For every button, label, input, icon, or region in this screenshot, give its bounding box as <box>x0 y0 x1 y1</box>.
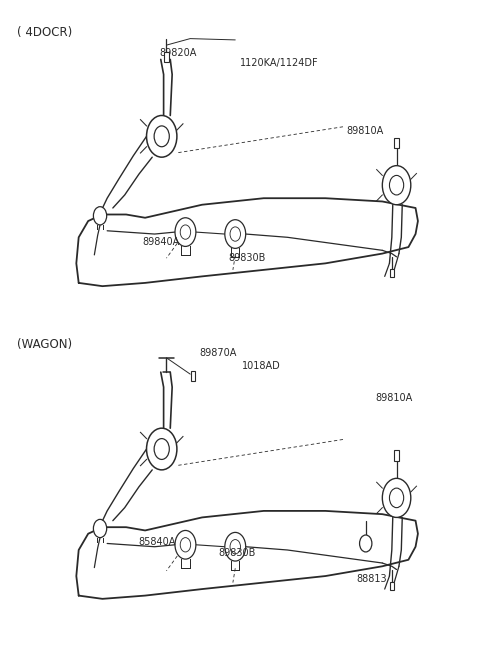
Text: 85840A: 85840A <box>138 537 175 547</box>
Text: 89870A: 89870A <box>200 348 237 358</box>
Bar <box>394 137 399 148</box>
Text: 89830B: 89830B <box>228 254 265 263</box>
Circle shape <box>383 478 411 518</box>
Circle shape <box>383 166 411 205</box>
Text: 1018AD: 1018AD <box>242 361 281 371</box>
Circle shape <box>146 116 177 157</box>
Bar <box>390 582 394 590</box>
Text: 1120KA/1124DF: 1120KA/1124DF <box>240 58 319 68</box>
Text: 89810A: 89810A <box>347 126 384 136</box>
Circle shape <box>175 530 196 559</box>
Text: (WAGON): (WAGON) <box>17 338 72 351</box>
Circle shape <box>360 535 372 552</box>
Text: ( 4DOCR): ( 4DOCR) <box>17 26 72 39</box>
Text: 89830B: 89830B <box>219 548 256 558</box>
Bar <box>394 450 399 461</box>
Circle shape <box>94 520 107 537</box>
Bar <box>390 269 394 277</box>
Bar <box>164 52 169 62</box>
Text: 89840A: 89840A <box>143 237 180 247</box>
Circle shape <box>94 207 107 225</box>
Text: 89820A: 89820A <box>159 48 197 58</box>
Text: 89810A: 89810A <box>375 394 412 403</box>
Circle shape <box>225 532 246 561</box>
Text: 88813: 88813 <box>356 574 387 584</box>
Circle shape <box>225 219 246 248</box>
Bar <box>191 371 194 380</box>
Circle shape <box>146 428 177 470</box>
Circle shape <box>175 217 196 246</box>
